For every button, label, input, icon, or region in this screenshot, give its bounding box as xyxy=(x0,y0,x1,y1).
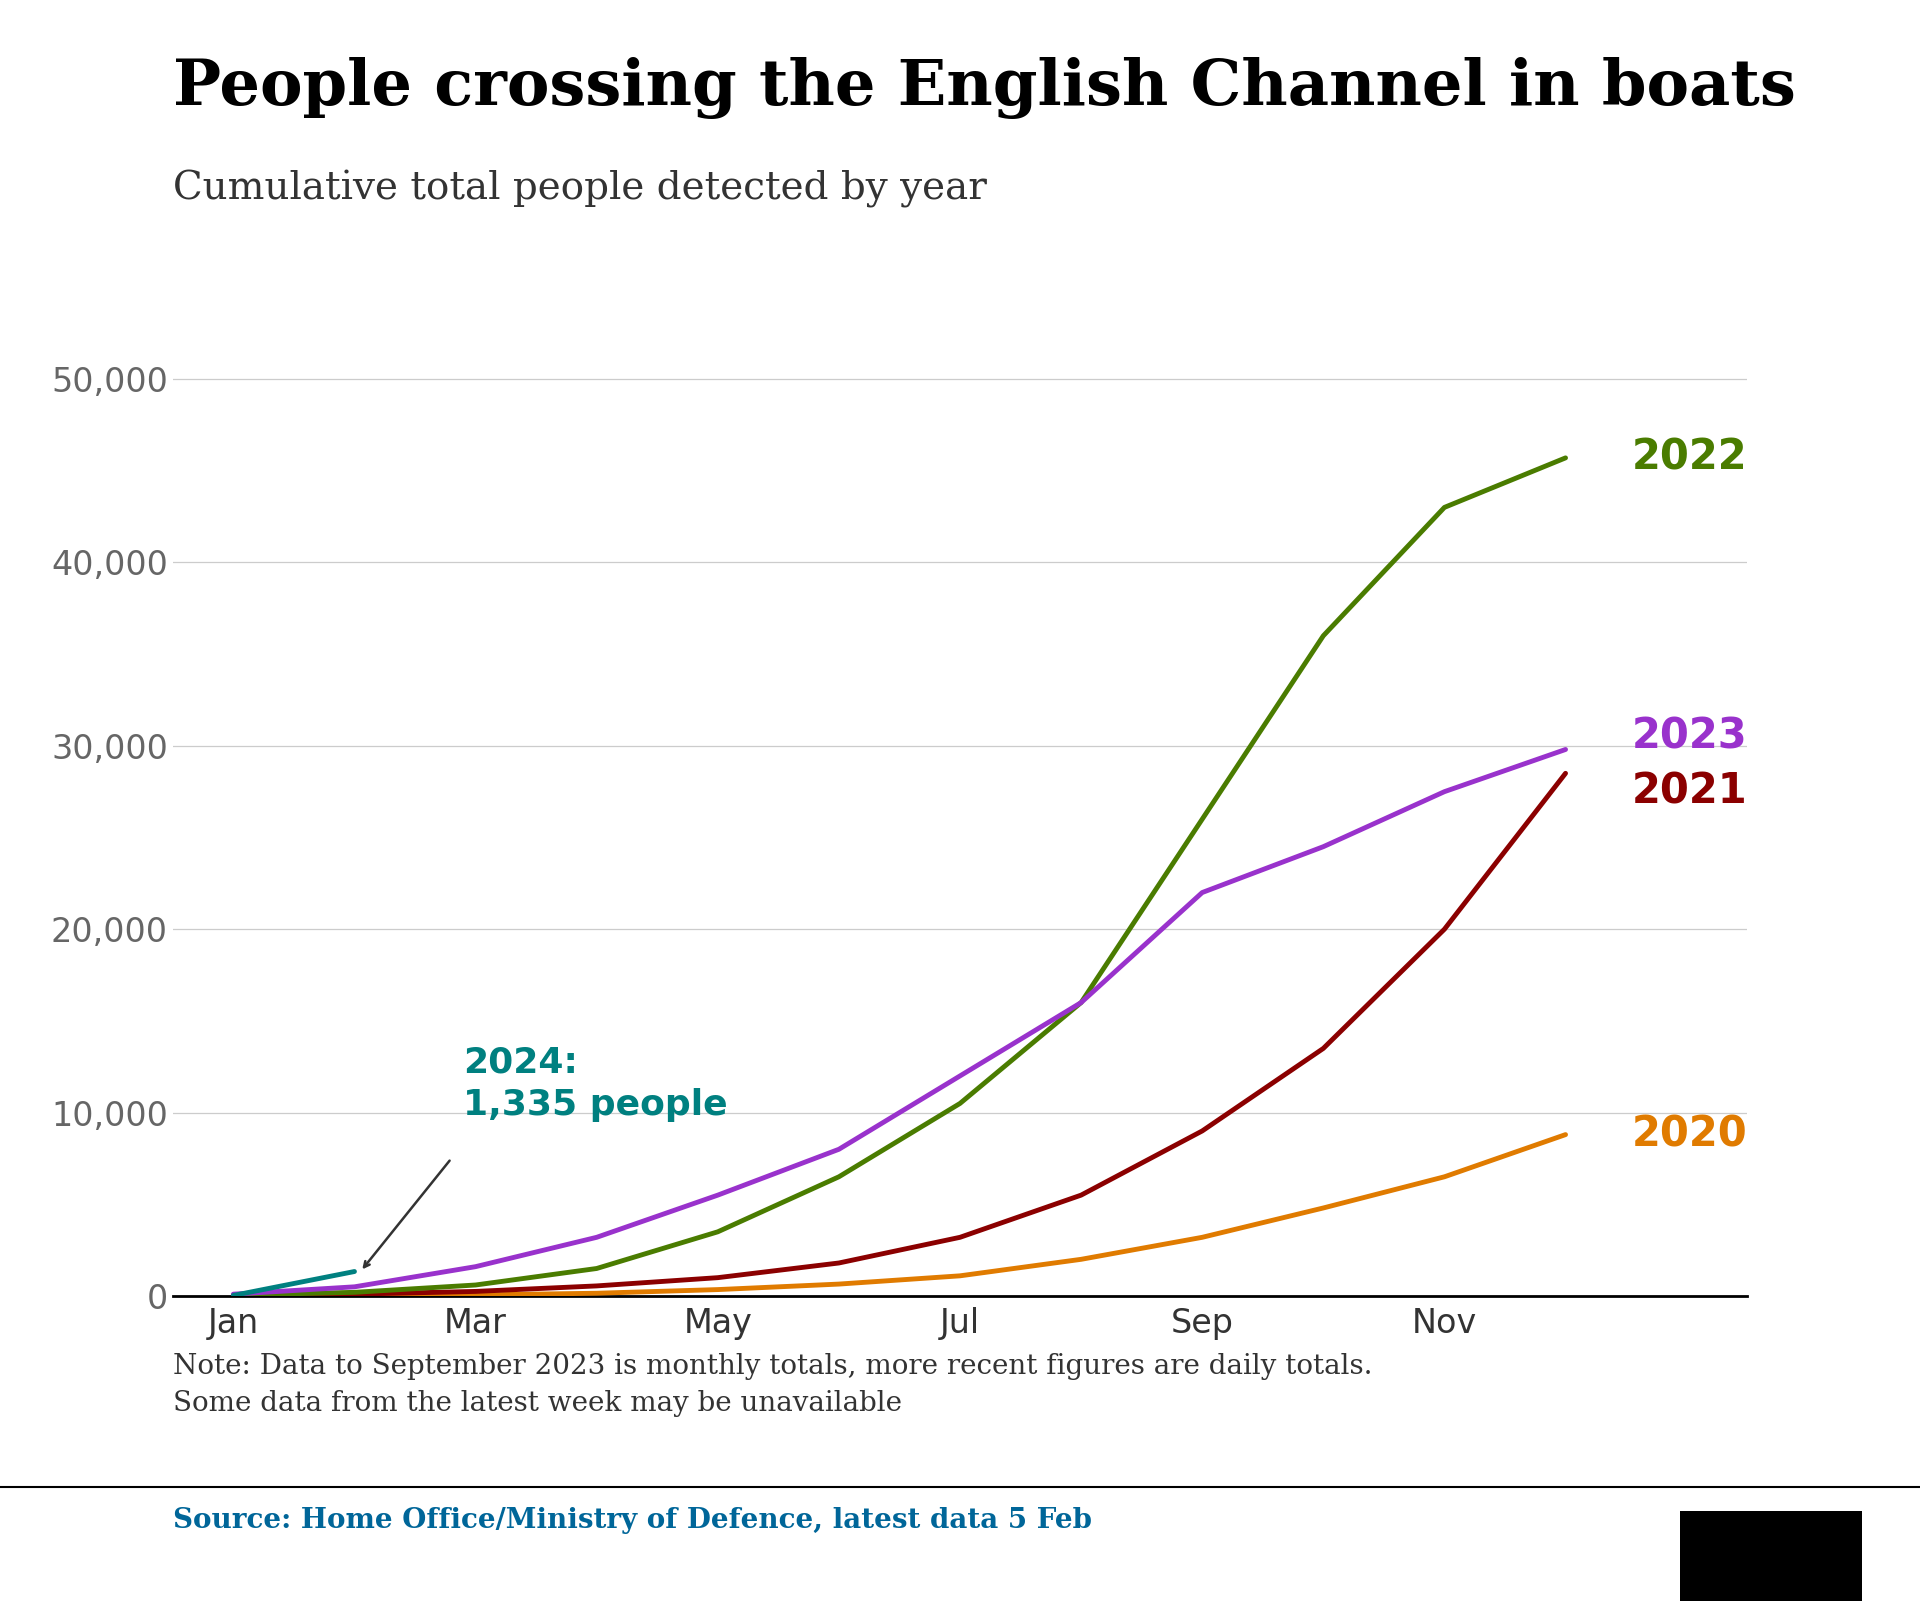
Text: 2023: 2023 xyxy=(1632,716,1747,758)
Text: 2020: 2020 xyxy=(1632,1113,1747,1155)
Text: C: C xyxy=(1818,1544,1837,1568)
FancyBboxPatch shape xyxy=(1805,1520,1851,1591)
Text: Source: Home Office/Ministry of Defence, latest data 5 Feb: Source: Home Office/Ministry of Defence,… xyxy=(173,1507,1092,1534)
Text: 2021: 2021 xyxy=(1632,771,1747,813)
Text: 2022: 2022 xyxy=(1632,437,1747,480)
Text: Note: Data to September 2023 is monthly totals, more recent figures are daily to: Note: Data to September 2023 is monthly … xyxy=(173,1353,1373,1418)
Text: B: B xyxy=(1709,1544,1728,1568)
FancyBboxPatch shape xyxy=(1749,1520,1797,1591)
Text: 2024:
1,335 people: 2024: 1,335 people xyxy=(463,1045,728,1121)
Text: B: B xyxy=(1763,1544,1784,1568)
Text: People crossing the English Channel in boats: People crossing the English Channel in b… xyxy=(173,57,1795,118)
FancyBboxPatch shape xyxy=(1695,1520,1741,1591)
Text: Cumulative total people detected by year: Cumulative total people detected by year xyxy=(173,170,987,207)
